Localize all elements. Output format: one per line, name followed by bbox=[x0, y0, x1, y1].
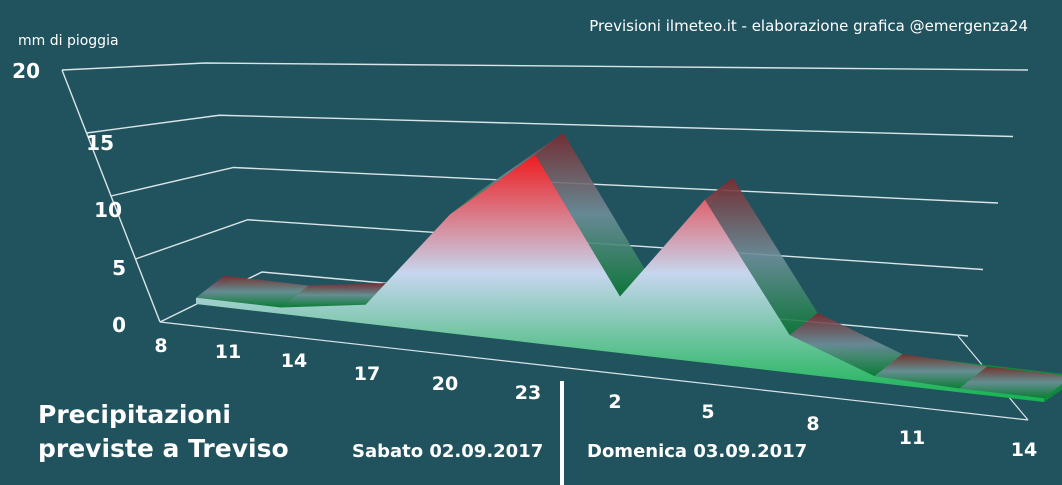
y-axis-label: mm di pioggia bbox=[18, 33, 119, 49]
y-axis-line bbox=[61, 69, 161, 323]
area-series bbox=[196, 132, 1062, 402]
x-tick-8: 8 bbox=[806, 413, 819, 435]
area-top-facet-8 bbox=[874, 354, 988, 389]
x-tick-10: 14 bbox=[1011, 439, 1037, 461]
area-top-facet-7 bbox=[789, 313, 903, 377]
grid-line-10 bbox=[110, 166, 999, 204]
y-tick-5: 5 bbox=[112, 256, 126, 280]
x-tick-5: 23 bbox=[515, 382, 541, 404]
day-separator bbox=[560, 381, 564, 485]
x-tick-7: 5 bbox=[701, 401, 714, 423]
chart-title: Precipitazioni previste a Treviso bbox=[38, 398, 289, 466]
x-tick-2: 14 bbox=[281, 350, 307, 372]
area-top-facet-4 bbox=[535, 132, 648, 297]
x-tick-0: 8 bbox=[154, 335, 167, 357]
day-label-saturday: Sabato 02.09.2017 bbox=[352, 441, 544, 462]
area-top-facet-9 bbox=[959, 366, 1062, 399]
grid-line-15 bbox=[86, 114, 1014, 138]
x-tick-labels: 8 11 14 17 20 23 2 5 8 11 14 bbox=[154, 335, 1037, 461]
credit-text: Previsioni ilmeteo.it - elaborazione gra… bbox=[589, 17, 1028, 35]
y-tick-15: 15 bbox=[86, 131, 114, 155]
day-label-sunday: Domenica 03.09.2017 bbox=[587, 441, 808, 462]
area-top-facet-6 bbox=[704, 177, 818, 336]
y-tick-20: 20 bbox=[12, 59, 40, 83]
x-tick-4: 20 bbox=[432, 373, 458, 395]
y-tick-0: 0 bbox=[112, 313, 126, 337]
area-top-facet-0 bbox=[196, 275, 309, 308]
y-tick-10: 10 bbox=[94, 198, 122, 222]
area-top-facet-1 bbox=[280, 282, 394, 308]
grid-line-20 bbox=[61, 62, 1029, 71]
y-tick-labels: 0 5 10 15 20 bbox=[12, 59, 126, 337]
chart-title-line-2: previste a Treviso bbox=[38, 434, 289, 463]
area-front-face bbox=[196, 154, 1044, 402]
chart-title-line-1: Precipitazioni bbox=[38, 400, 231, 429]
x-tick-1: 11 bbox=[215, 341, 241, 363]
x-axis-line bbox=[159, 321, 1029, 421]
x-tick-3: 17 bbox=[354, 363, 380, 385]
x-tick-6: 2 bbox=[608, 391, 621, 413]
area-top-facet-3 bbox=[450, 132, 564, 214]
x-tick-9: 11 bbox=[899, 427, 925, 449]
